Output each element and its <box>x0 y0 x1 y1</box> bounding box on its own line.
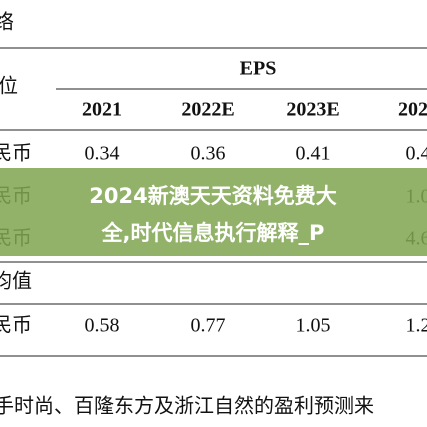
banner <box>0 168 427 256</box>
footer-text: 手时尚、百隆东方及浙江自然的盈利预测来 <box>0 395 374 418</box>
partial-title: 络 <box>0 11 14 34</box>
column-header: 2024 <box>398 99 427 121</box>
row-label: 民币 <box>0 314 32 337</box>
cell: 1.05 <box>296 315 331 337</box>
cell: 1.2 <box>406 315 427 337</box>
row-label: 民币 <box>0 142 32 165</box>
banner-line: 全,时代信息执行解释_P <box>101 221 325 245</box>
cell: 0.58 <box>85 315 120 337</box>
column-header: 2021 <box>82 99 122 121</box>
cell: 0.77 <box>191 315 226 337</box>
column-header: 2022E <box>181 99 234 121</box>
cell: 0.4 <box>406 143 427 165</box>
row-label: 均值 <box>0 270 32 293</box>
cell: 0.34 <box>85 143 120 165</box>
cell: 0.36 <box>191 143 226 165</box>
unit-label: 位 <box>0 75 18 98</box>
group-header: EPS <box>240 58 277 80</box>
banner-line: 2024新澳天天资料免费大 <box>89 184 336 208</box>
cell: 0.41 <box>296 143 331 165</box>
column-header: 2023E <box>286 99 339 121</box>
